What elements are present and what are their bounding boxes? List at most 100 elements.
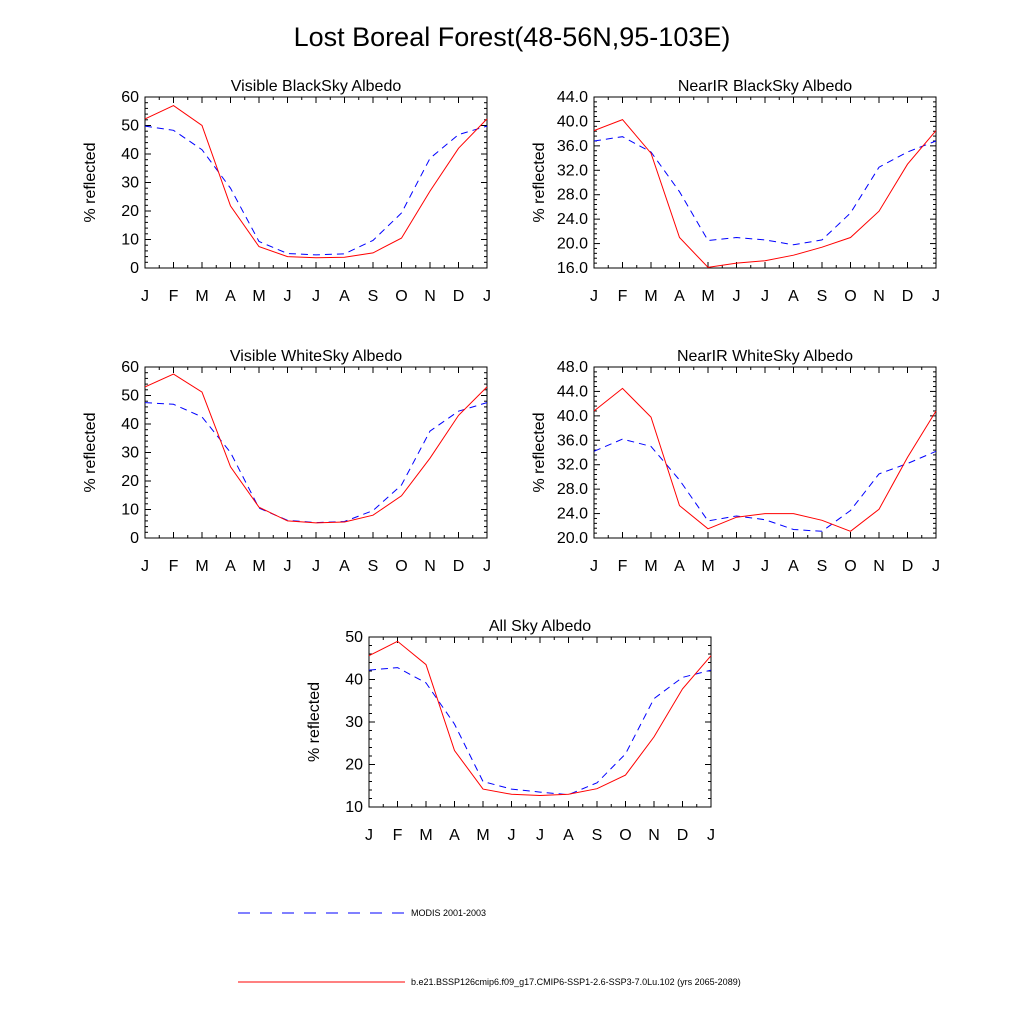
x-tick-label: M <box>701 288 714 305</box>
x-tick-label: S <box>368 558 379 575</box>
plot-frame <box>368 636 712 808</box>
chart-title: Visible WhiteSky Albedo <box>230 348 402 365</box>
x-tick-label: M <box>195 558 208 575</box>
series-line-model <box>144 105 488 259</box>
x-tick-label: O <box>619 827 631 844</box>
y-tick-label: 40.0 <box>557 113 588 130</box>
x-tick-label: S <box>817 558 828 575</box>
x-tick-label: M <box>419 827 432 844</box>
x-tick-label: A <box>563 827 574 844</box>
x-tick-label: M <box>195 288 208 305</box>
x-tick-label: J <box>733 288 741 305</box>
y-tick-label: 10 <box>121 502 139 519</box>
y-tick-label: 30 <box>121 445 139 462</box>
y-tick-label: 30 <box>121 175 139 192</box>
y-tick-label: 10 <box>345 799 363 816</box>
x-tick-label: J <box>141 558 149 575</box>
series-line-modis <box>144 402 488 524</box>
x-tick-label: J <box>141 288 149 305</box>
plot-frame <box>593 366 937 539</box>
x-tick-label: J <box>483 558 491 575</box>
x-tick-label: D <box>453 288 465 305</box>
plot-frame <box>144 366 488 539</box>
x-tick-label: A <box>449 827 460 844</box>
y-tick-label: 44.0 <box>557 89 588 106</box>
x-tick-label: J <box>284 288 292 305</box>
figure-title: Lost Boreal Forest(48-56N,95-103E) <box>293 22 731 52</box>
x-tick-label: M <box>644 288 657 305</box>
x-tick-label: S <box>817 288 828 305</box>
series-line-modis <box>368 667 712 796</box>
y-tick-label: 28.0 <box>557 481 588 498</box>
y-tick-label: 40 <box>121 416 139 433</box>
x-tick-label: S <box>592 827 603 844</box>
y-tick-label: 0 <box>130 530 139 547</box>
series-line-model <box>368 640 712 797</box>
y-tick-label: 50 <box>121 388 139 405</box>
y-tick-label: 40.0 <box>557 408 588 425</box>
x-tick-label: J <box>590 288 598 305</box>
x-tick-label: M <box>252 288 265 305</box>
x-tick-label: J <box>761 288 769 305</box>
x-tick-label: A <box>788 558 799 575</box>
x-tick-label: J <box>483 288 491 305</box>
y-tick-label: 32.0 <box>557 162 588 179</box>
x-tick-label: M <box>701 558 714 575</box>
legend-modis-label: MODIS 2001-2003 <box>411 908 486 918</box>
x-tick-label: J <box>707 827 715 844</box>
y-tick-label: 20 <box>345 757 363 774</box>
series-line-model <box>593 119 937 268</box>
x-tick-label: J <box>312 558 320 575</box>
x-tick-label: O <box>395 288 407 305</box>
plot-frame <box>593 96 937 269</box>
x-tick-label: J <box>508 827 516 844</box>
x-tick-label: J <box>365 827 373 844</box>
x-tick-label: F <box>618 558 628 575</box>
x-tick-label: N <box>424 558 436 575</box>
x-tick-label: S <box>368 288 379 305</box>
y-axis-label: % reflected <box>531 142 548 222</box>
legend-model-label: b.e21.BSSP126cmip6.f09_g17.CMIP6-SSP1-2.… <box>411 977 741 987</box>
x-tick-label: N <box>873 288 885 305</box>
y-tick-label: 20 <box>121 203 139 220</box>
y-axis-label: % reflected <box>306 682 323 762</box>
x-tick-label: A <box>674 288 685 305</box>
x-tick-label: A <box>339 288 350 305</box>
chart-title: Visible BlackSky Albedo <box>231 78 402 95</box>
x-tick-label: A <box>225 288 236 305</box>
y-tick-label: 44.0 <box>557 383 588 400</box>
y-axis-label: % reflected <box>82 142 99 222</box>
x-tick-label: J <box>733 558 741 575</box>
x-tick-label: M <box>252 558 265 575</box>
y-tick-label: 24.0 <box>557 506 588 523</box>
x-tick-label: F <box>393 827 403 844</box>
x-tick-label: O <box>844 288 856 305</box>
y-tick-label: 36.0 <box>557 432 588 449</box>
x-tick-label: N <box>424 288 436 305</box>
y-tick-label: 20.0 <box>557 236 588 253</box>
x-tick-label: J <box>932 288 940 305</box>
y-tick-label: 48.0 <box>557 359 588 376</box>
x-tick-label: D <box>902 288 914 305</box>
series-line-model <box>144 373 488 524</box>
y-axis-label: % reflected <box>531 412 548 492</box>
legend: MODIS 2001-2003 b.e21.BSSP126cmip6.f09_g… <box>238 908 741 987</box>
chart-title: NearIR WhiteSky Albedo <box>677 348 853 365</box>
y-tick-label: 20.0 <box>557 530 588 547</box>
x-tick-label: F <box>618 288 628 305</box>
y-tick-label: 20 <box>121 473 139 490</box>
y-tick-label: 36.0 <box>557 138 588 155</box>
y-tick-label: 30 <box>345 714 363 731</box>
series-line-modis <box>593 438 937 532</box>
x-tick-label: D <box>677 827 689 844</box>
x-tick-label: M <box>644 558 657 575</box>
x-tick-label: A <box>674 558 685 575</box>
x-tick-label: F <box>169 558 179 575</box>
chart-title: NearIR BlackSky Albedo <box>678 78 852 95</box>
series-line-model <box>593 387 937 532</box>
x-tick-label: O <box>844 558 856 575</box>
x-tick-label: A <box>788 288 799 305</box>
